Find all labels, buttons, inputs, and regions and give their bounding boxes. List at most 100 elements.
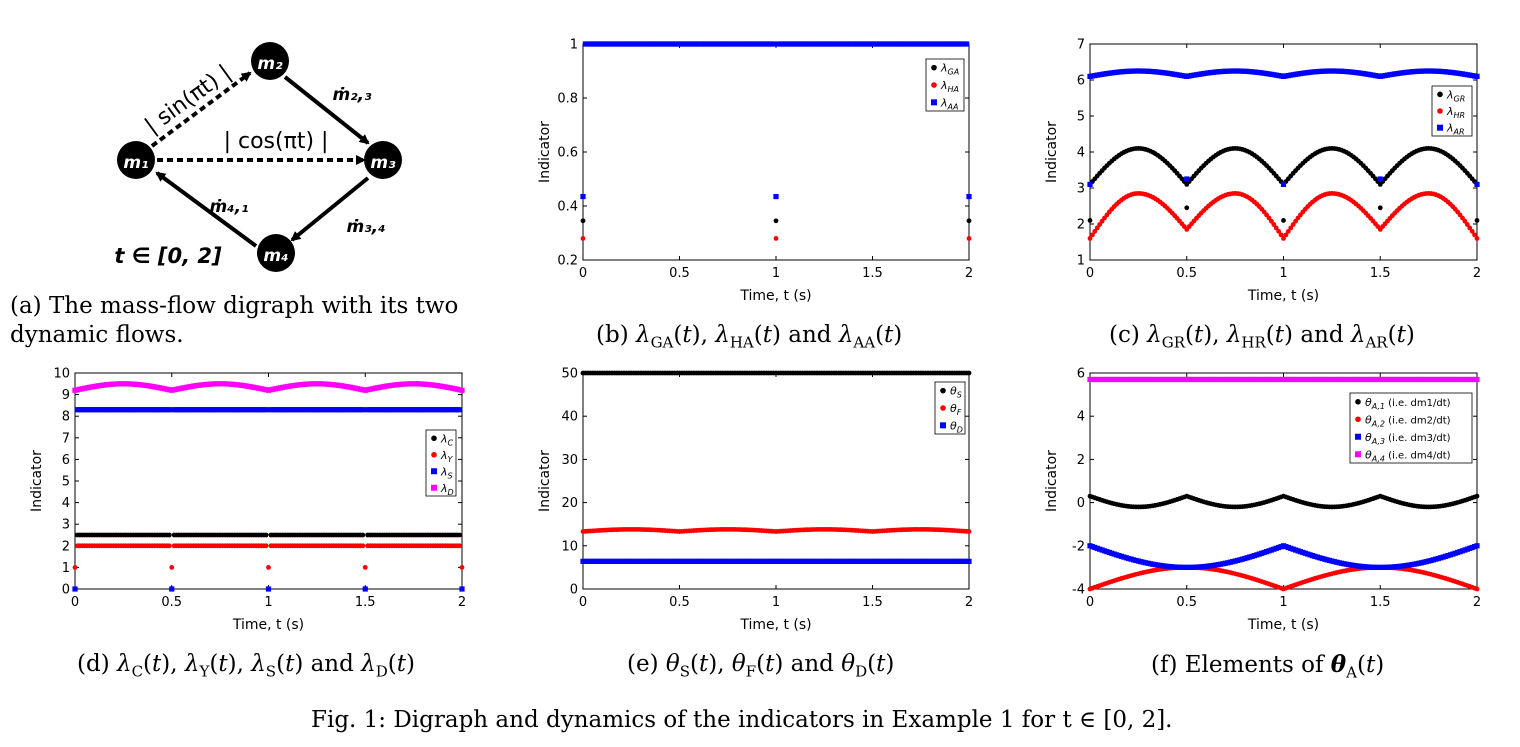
chart-d-point — [360, 532, 366, 538]
chart-d-point — [72, 586, 78, 592]
chart-f-ytick-label: -2 — [1072, 539, 1085, 554]
chart-c-legend-label: λAR — [1446, 122, 1465, 137]
chart-c-xtick-label: 2 — [1473, 266, 1481, 281]
chart-f-xtick-label: 0 — [1086, 595, 1094, 610]
edge-m2-m3 — [283, 75, 370, 145]
caption-d: (d) λC(t), λY(t), λS(t) and λD(t) — [77, 651, 415, 681]
chart-d-ylabel: Indicator — [29, 450, 45, 512]
chart-b-xtick-label: 2 — [965, 266, 973, 281]
chart-e-legend-marker — [940, 422, 946, 429]
chart-e-ytick-label: 0 — [570, 583, 578, 598]
chart-c-ytick-label: 2 — [1077, 218, 1085, 233]
chart-f-xtick-label: 2 — [1473, 595, 1481, 610]
node-m1: m₁ — [117, 141, 155, 179]
chart-d-point — [457, 532, 462, 538]
chart-d-point — [166, 532, 172, 538]
chart-c-point — [1283, 232, 1289, 238]
chart-f-point — [1474, 376, 1480, 383]
chart-d-point — [459, 387, 465, 393]
chart-f-legend-label: θA,3 (i.e. dm3/dt) — [1365, 431, 1451, 446]
chart-c-point — [1276, 228, 1282, 234]
chart-c-point — [1097, 222, 1103, 227]
chart-b-point — [580, 193, 586, 200]
chart-d-point — [457, 543, 462, 549]
chart-f-point — [1474, 543, 1480, 549]
chart-f-xtick-label: 1 — [1279, 595, 1287, 610]
chart-d-legend-label: λS — [440, 465, 453, 480]
node-m3: m₃ — [364, 141, 402, 179]
chart-b-ytick-label: 0.6 — [557, 146, 578, 161]
chart-d-point — [169, 586, 175, 592]
chart-c-point — [1280, 181, 1287, 187]
chart-b-legend-label: λAA — [940, 96, 958, 111]
chart-c-point — [1464, 222, 1470, 227]
chart-e-point — [966, 370, 972, 376]
chart-e-ytick-label: 50 — [561, 367, 578, 382]
time-range-label: t ∈ [0, 2] — [114, 244, 222, 268]
chart-c-point — [1281, 236, 1286, 241]
chart-e-series-1 — [580, 370, 972, 376]
caption-a: (a) The mass-flow digraph with its two d… — [10, 292, 458, 350]
svg-text:m₁: m₁ — [123, 153, 148, 173]
chart-d-xtick-label: 1.5 — [355, 595, 376, 610]
chart-e-legend-marker — [940, 387, 946, 394]
chart-e-legend: θS θF θD — [934, 381, 966, 435]
chart-c-point — [1462, 218, 1468, 224]
chart-c-legend-label: λGR — [1446, 88, 1465, 103]
chart-f-point — [1474, 586, 1480, 592]
chart-d-point — [263, 532, 269, 538]
chart-d-point — [72, 565, 78, 570]
chart-c-point — [1467, 225, 1473, 231]
chart-b-legend-label: λGA — [940, 62, 959, 77]
chart-d-point — [362, 565, 368, 570]
edge-label-m34: ṁ₃,₄ — [346, 217, 385, 237]
chart-d-legend-marker — [431, 451, 437, 458]
chart-b-series-3 — [580, 41, 972, 200]
chart-b-xtick-label: 0 — [579, 266, 587, 281]
chart-d-ytick-label: 4 — [62, 496, 70, 511]
chart-d-ytick-label: 8 — [62, 410, 70, 425]
chart-d-legend-marker — [431, 468, 437, 475]
chart-e-axes-box — [582, 372, 970, 590]
chart-f-series-3 — [1087, 543, 1480, 570]
chart-c-ytick-label: 5 — [1077, 110, 1085, 125]
chart-f-xlabel: Time, t (s) — [1247, 617, 1319, 633]
caption-a-line1: (a) The mass-flow digraph with its two — [10, 293, 459, 319]
chart-c-ytick-label: 6 — [1077, 74, 1085, 89]
chart-d-ytick-label: 7 — [62, 431, 70, 446]
chart-f-legend-marker — [1355, 398, 1361, 405]
chart-d-legend-marker — [431, 435, 437, 442]
chart-c-xtick-label: 0.5 — [1176, 266, 1197, 281]
edge-label-m41: ṁ₄,₁ — [209, 197, 248, 217]
chart-b-ylabel: Indicator — [537, 121, 553, 183]
chart-c-point — [1184, 176, 1190, 182]
chart-f-ylabel: Indicator — [1044, 450, 1060, 512]
chart-f-legend-box — [1349, 392, 1473, 464]
chart-d-point — [263, 543, 269, 549]
chart-f-ytick-label: 4 — [1077, 410, 1085, 425]
chart-c-series-1 — [1087, 146, 1480, 223]
chart-e-legend-label: θF — [950, 402, 962, 417]
chart-d-legend-marker — [431, 484, 437, 491]
chart-d-ytick-label: 10 — [53, 367, 70, 382]
chart-b-point — [963, 41, 970, 47]
chart-c-point — [1281, 218, 1286, 223]
chart-d-point — [266, 565, 271, 570]
chart-d-xtick-label: 0 — [71, 595, 79, 610]
caption-a-line2: dynamic flows. — [10, 322, 184, 348]
chart-e-legend-marker — [940, 405, 946, 411]
chart-b-xtick-label: 1 — [772, 266, 780, 281]
mass-flow-digraph: m₁ m₂ m₃ m₄ | sin(πt) | | cos(πt) | ṁ₂,₃… — [114, 42, 402, 272]
chart-d-series-4 — [72, 381, 465, 393]
chart-c-ytick-label: 1 — [1077, 254, 1085, 269]
chart-b-point — [580, 236, 586, 241]
chart-d-point — [362, 586, 368, 592]
chart-f-legend-label: θA,4 (i.e. dm4/dt) — [1365, 448, 1451, 463]
edge-m1-m2 — [150, 71, 252, 148]
chart-d-point — [459, 565, 465, 570]
chart-b-legend-marker — [931, 64, 937, 71]
chart-e-series-3 — [580, 558, 972, 564]
chart-d-ytick-label: 0 — [62, 583, 70, 598]
chart-c-ytick-label: 7 — [1077, 38, 1085, 53]
